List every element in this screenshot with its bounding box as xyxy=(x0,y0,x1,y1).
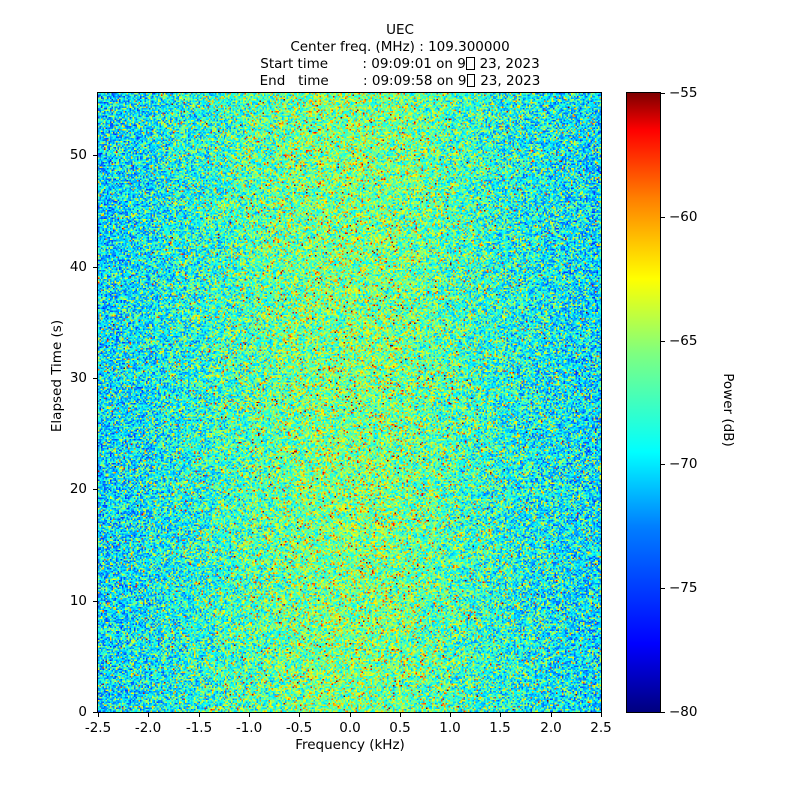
x-tick-mark xyxy=(400,713,401,717)
y-axis-label: Elapsed Time (s) xyxy=(49,319,65,433)
x-tick-label: 1.0 xyxy=(439,720,461,736)
y-tick-label: 10 xyxy=(69,593,87,609)
colorbar-tick-mark xyxy=(661,341,665,342)
colorbar-tick-mark xyxy=(661,712,665,713)
x-tick-mark xyxy=(551,713,552,717)
x-tick-label: 0.5 xyxy=(389,720,411,736)
end-time-value: : 09:09:58 on 9 xyxy=(363,73,467,89)
title-center-freq: Center freq. (MHz) : 109.300000 xyxy=(290,39,510,55)
title-station: UEC xyxy=(386,22,414,38)
colorbar-label: Power (dB) xyxy=(720,373,736,447)
y-tick-label: 40 xyxy=(69,259,87,275)
y-tick-mark xyxy=(93,601,97,602)
start-time-tail: 23, 2023 xyxy=(475,56,540,72)
missing-glyph-icon xyxy=(467,73,476,87)
x-tick-mark xyxy=(199,713,200,717)
end-time-gap xyxy=(329,73,363,89)
colorbar-tick-mark xyxy=(661,464,665,465)
y-tick-label: 0 xyxy=(78,704,87,720)
start-time-value: : 09:09:01 on 9 xyxy=(362,56,466,72)
x-tick-label: -1.5 xyxy=(185,720,213,736)
x-tick-label: -0.5 xyxy=(285,720,313,736)
colorbar-tick-label: −55 xyxy=(669,85,698,101)
start-time-gap xyxy=(328,56,362,72)
y-tick-mark xyxy=(93,155,97,156)
x-tick-label: 2.5 xyxy=(590,720,612,736)
y-tick-label: 50 xyxy=(69,147,87,163)
end-time-label: End time xyxy=(259,73,329,89)
x-tick-mark xyxy=(148,713,149,717)
colorbar-tick-mark xyxy=(661,588,665,589)
chart-title-block: UEC Center freq. (MHz) : 109.300000 Star… xyxy=(0,22,800,90)
x-tick-mark xyxy=(350,713,351,717)
x-axis-label: Frequency (kHz) xyxy=(295,737,405,753)
x-tick-label: -1.0 xyxy=(235,720,263,736)
start-time-label: Start time xyxy=(260,56,329,72)
x-tick-label: 0.0 xyxy=(339,720,361,736)
colorbar-tick-label: −65 xyxy=(669,333,698,349)
x-tick-label: 2.0 xyxy=(540,720,562,736)
title-end-time: End time : 09:09:58 on 9 23, 2023 xyxy=(0,73,800,90)
x-tick-mark xyxy=(299,713,300,717)
colorbar-tick-label: −75 xyxy=(669,580,698,596)
x-tick-label: -2.0 xyxy=(134,720,162,736)
end-time-tail: 23, 2023 xyxy=(475,73,541,89)
title-start-time: Start time : 09:09:01 on 9 23, 2023 xyxy=(0,56,800,73)
y-tick-mark xyxy=(93,712,97,713)
colorbar-tick-mark xyxy=(661,217,665,218)
x-tick-mark xyxy=(450,713,451,717)
x-tick-label: 1.5 xyxy=(489,720,511,736)
power-colorbar xyxy=(626,92,661,713)
colorbar-tick-mark xyxy=(661,93,665,94)
x-tick-mark xyxy=(249,713,250,717)
spectrogram-heatmap xyxy=(98,93,601,712)
y-tick-mark xyxy=(93,378,97,379)
x-tick-mark xyxy=(98,713,99,717)
y-tick-label: 30 xyxy=(69,370,87,386)
x-tick-mark xyxy=(500,713,501,717)
colorbar-tick-label: −80 xyxy=(669,704,698,720)
spectrogram-axes xyxy=(97,92,602,713)
colorbar-tick-label: −60 xyxy=(669,209,698,225)
y-tick-mark xyxy=(93,489,97,490)
x-tick-label: -2.5 xyxy=(84,720,112,736)
y-tick-label: 20 xyxy=(69,481,87,497)
x-tick-mark xyxy=(601,713,602,717)
y-tick-mark xyxy=(93,267,97,268)
colorbar-tick-label: −70 xyxy=(669,456,698,472)
missing-glyph-icon xyxy=(466,56,475,70)
